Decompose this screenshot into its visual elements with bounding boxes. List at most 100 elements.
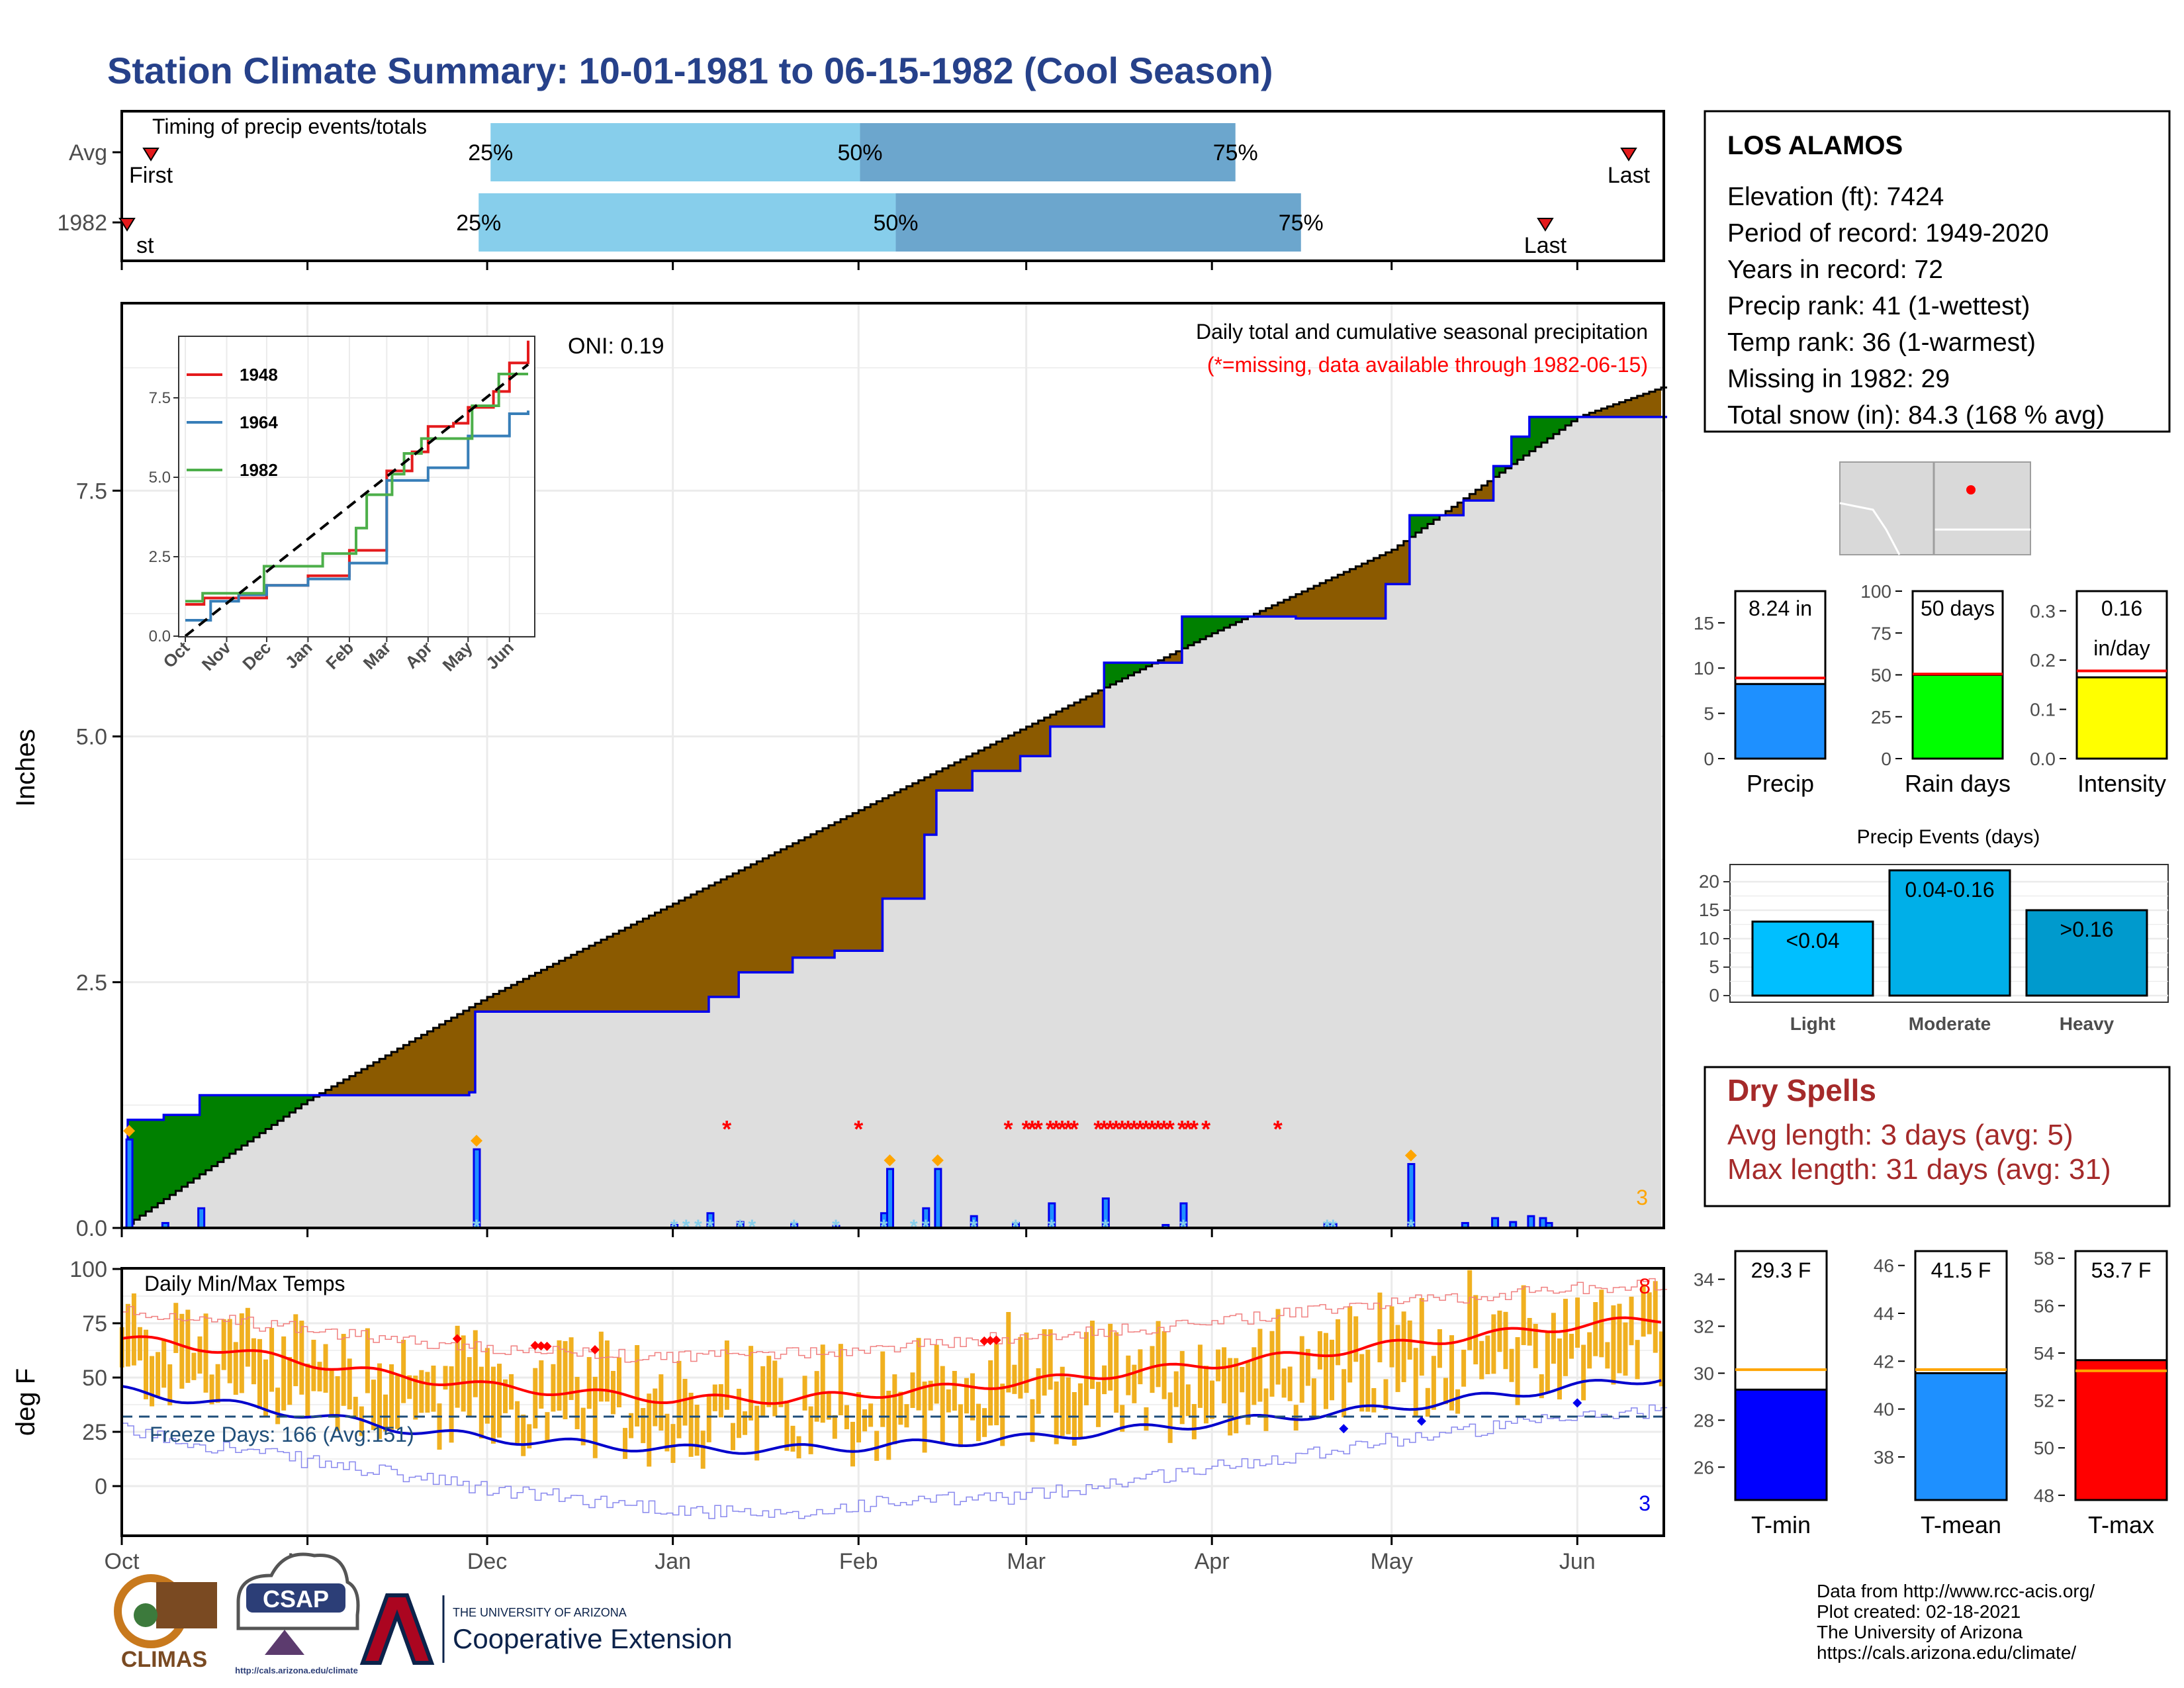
daily-temp-bar — [1509, 1348, 1514, 1382]
timing-bar-25-50 — [490, 123, 860, 181]
record-high-marker — [542, 1341, 552, 1351]
daily-temp-bar — [1006, 1312, 1011, 1393]
daily-temp-bar — [401, 1340, 406, 1403]
temp-summary-y-tick-label: 38 — [1874, 1447, 1894, 1468]
daily-temp-bar — [1545, 1332, 1550, 1393]
month-axis-label: Apr — [1195, 1549, 1230, 1574]
daily-temp-bar — [215, 1364, 220, 1403]
daily-temp-bar — [580, 1407, 586, 1446]
daily-temp-bar — [1473, 1295, 1479, 1365]
daily-temp-bar — [1587, 1332, 1592, 1369]
record-high-marker — [991, 1335, 1001, 1345]
daily-temp-bar — [484, 1348, 490, 1424]
daily-temp-bar — [952, 1371, 957, 1411]
daily-temp-bar — [1000, 1383, 1005, 1446]
missing-day-marker: * — [1069, 1115, 1079, 1143]
summary-y-tick-label: 100 — [1860, 581, 1891, 602]
temp-y-axis-title: deg F — [11, 1368, 40, 1436]
temp-y-tick-label: 50 — [82, 1366, 107, 1391]
temp-panel-label: Daily Min/Max Temps — [144, 1272, 345, 1295]
precip-deficit-area — [319, 389, 1662, 1096]
month-axis-label: Mar — [1007, 1549, 1046, 1574]
precip-events-y-tick-label: 15 — [1699, 900, 1719, 920]
dry-spells-max: Max length: 31 days (avg: 31) — [1727, 1153, 2111, 1186]
snow-day-marker — [470, 1135, 482, 1147]
daily-temp-bar — [521, 1414, 526, 1456]
daily-temp-bar — [413, 1376, 418, 1420]
precip-panel-frame — [120, 302, 1665, 1229]
daily-temp-bar — [1228, 1358, 1233, 1436]
daily-temp-bar — [1617, 1303, 1622, 1374]
daily-temp-bar — [1042, 1329, 1047, 1396]
daily-temp-bar — [1431, 1356, 1436, 1410]
precip-event-category: Moderate — [1909, 1013, 1991, 1034]
daily-temp-bar — [1257, 1329, 1263, 1402]
daily-temp-bar — [233, 1342, 238, 1395]
daily-temp-bar — [1599, 1289, 1604, 1358]
daily-temp-bar — [490, 1366, 496, 1444]
footer-url: https://cals.arizona.edu/climate/ — [1817, 1642, 2077, 1663]
daily-temp-bar — [503, 1379, 508, 1413]
daily-temp-bar — [383, 1394, 388, 1432]
missing-day-marker: * — [1099, 1115, 1109, 1143]
temp-y-tick-label: 75 — [82, 1311, 107, 1336]
month-axis-label: Jun — [1559, 1549, 1596, 1574]
daily-temp-bar — [1150, 1346, 1155, 1393]
daily-temp-bar — [1012, 1364, 1017, 1394]
temp-summary-bar-T-mean — [1914, 1372, 2008, 1501]
missing-day-marker: * — [1142, 1115, 1151, 1143]
missing-day-marker: * — [1123, 1115, 1132, 1143]
daily-temp-bar — [371, 1380, 376, 1430]
daily-temp-bar — [257, 1338, 262, 1409]
daily-temp-bar — [1167, 1392, 1173, 1443]
missing-day-marker: * — [1177, 1115, 1187, 1143]
missing-day-marker: * — [1003, 1115, 1013, 1143]
summary-value-unit: in/day — [2093, 636, 2150, 660]
daily-temp-bar — [1060, 1366, 1065, 1436]
daily-temp-bar — [1365, 1349, 1371, 1412]
daily-temp-bar — [940, 1366, 945, 1443]
timing-first-marker — [118, 218, 136, 232]
daily-temp-bar — [1605, 1342, 1610, 1369]
daily-temp-bar — [1491, 1314, 1496, 1374]
daily-temp-bar — [1191, 1403, 1197, 1440]
daily-temp-bar — [874, 1430, 880, 1461]
daily-temp-bar — [1425, 1387, 1430, 1417]
daily-temp-bar — [365, 1328, 370, 1393]
daily-temp-bar — [1089, 1321, 1095, 1389]
daily-temp-bar — [449, 1366, 454, 1443]
daily-temp-bar — [1461, 1349, 1467, 1387]
inset-avg-dashed — [184, 363, 529, 637]
daily-temp-bar — [641, 1408, 646, 1444]
daily-temp-bar — [1467, 1270, 1473, 1350]
daily-temp-bar — [443, 1366, 448, 1390]
csap-logo-badge — [246, 1583, 345, 1613]
precip-event-bar-label: 0.04-0.16 — [1905, 878, 1994, 902]
inset-series-1982 — [185, 373, 528, 603]
missing-day-marker: * — [1183, 1115, 1193, 1143]
daily-temp-bar — [1054, 1381, 1059, 1444]
daily-temp-bar — [737, 1388, 742, 1438]
daily-temp-bar — [994, 1343, 999, 1426]
state-map — [1839, 461, 2031, 555]
daily-temp-bar — [221, 1319, 226, 1370]
timing-pct-50: 50% — [837, 140, 882, 165]
daily-temp-bar — [347, 1358, 352, 1410]
oni-label: ONI: 0.19 — [568, 334, 664, 359]
daily-temp-bar — [1419, 1297, 1424, 1376]
daily-temp-bar — [329, 1370, 334, 1415]
daily-temp-bar — [197, 1336, 203, 1374]
daily-temp-bar — [137, 1327, 142, 1361]
daily-temp-bar — [209, 1374, 214, 1405]
daily-temp-bar — [1353, 1316, 1359, 1362]
daily-temp-bar — [1018, 1336, 1023, 1399]
daily-temp-bar — [1048, 1329, 1053, 1390]
timing-bar-50-75 — [895, 193, 1301, 252]
inset-frame — [178, 336, 535, 637]
daily-temp-bar — [251, 1338, 256, 1385]
missing-day-marker: * — [1034, 1115, 1043, 1143]
daily-temp-bar — [1629, 1296, 1634, 1346]
daily-temp-bar — [305, 1363, 310, 1418]
daily-temp-bar — [263, 1359, 269, 1416]
